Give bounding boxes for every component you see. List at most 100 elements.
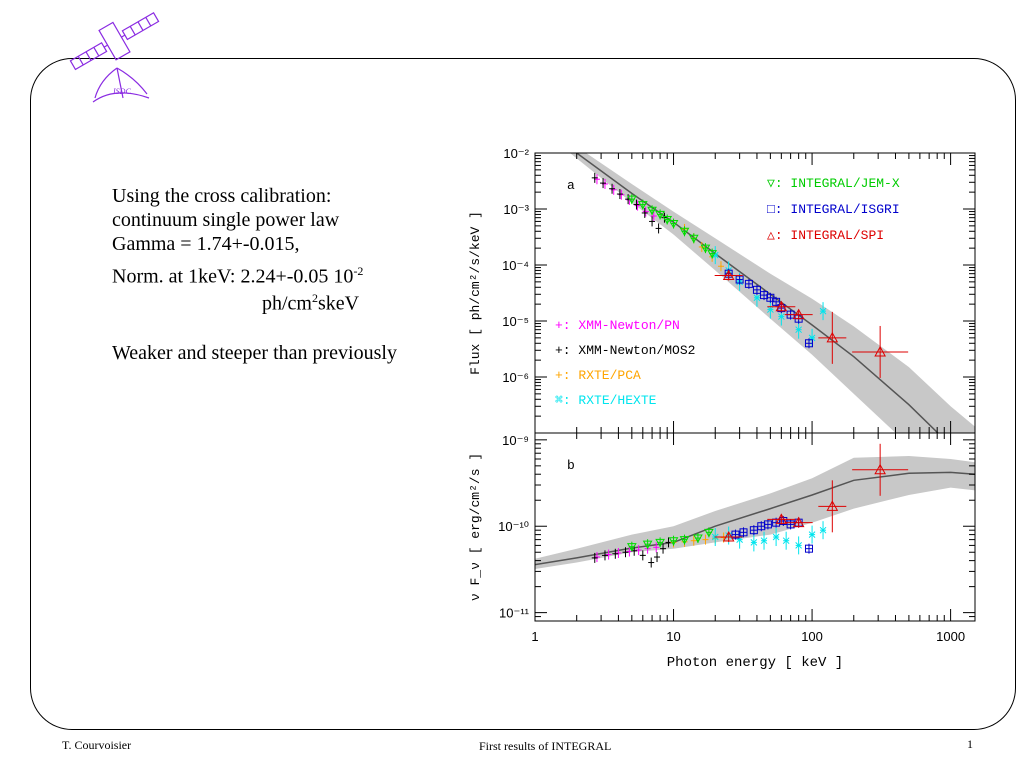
panel-label-a: a: [567, 178, 575, 193]
data-point: [808, 531, 816, 538]
legend-item: △: INTEGRAL/SPI: [767, 228, 884, 243]
data-point: [650, 561, 653, 564]
y-tick-label: 10⁻⁵: [502, 314, 529, 329]
data-point: [642, 540, 653, 550]
data-point: [612, 189, 615, 191]
y-tick-label: 10⁻¹¹: [499, 606, 530, 621]
data-point: [642, 554, 644, 557]
data-point: [874, 345, 886, 357]
data-point: [752, 285, 761, 294]
data-point: [637, 549, 640, 551]
text-line-1: Using the cross calibration:: [112, 185, 332, 207]
data-point: [619, 193, 621, 195]
y-axis-label-b: ν F_ν [ erg/cm²/s ]: [468, 453, 483, 601]
data-point: [693, 534, 703, 544]
data-point: [767, 306, 774, 313]
text-line-6: Weaker and steeper than previously: [112, 342, 397, 364]
data-point: [792, 308, 805, 320]
x-tick-label: 1: [531, 629, 538, 644]
data-point: [604, 554, 606, 557]
data-point: [614, 552, 617, 555]
data-point: [688, 234, 699, 244]
data-point: [804, 339, 813, 348]
plot-area-a: [570, 153, 975, 433]
x-axis-label: Photon energy [ keV ]: [667, 655, 843, 671]
data-point: [656, 556, 658, 558]
data-point: [775, 513, 788, 524]
x-tick-label: 100: [801, 629, 823, 644]
legend-item: ▽: INTEGRAL/JEM-X: [767, 176, 900, 191]
data-point: [772, 297, 781, 306]
data-point: [775, 300, 788, 312]
data-point: [593, 557, 596, 559]
data-point: [635, 203, 638, 206]
data-point: [643, 212, 646, 214]
data-point: [662, 215, 673, 225]
slide-frame: [30, 58, 1016, 730]
data-point: [679, 227, 690, 237]
legend-item: +: XMM-Newton/MOS2: [555, 343, 695, 358]
axes-frame-b: [534, 432, 976, 622]
data-point: [667, 541, 670, 544]
x-tick-label: 1000: [936, 629, 965, 644]
panel-a-flux: 10⁻² 10⁻³ 10⁻⁴ 10⁻⁵ 10⁻⁶ Flux [ ph/cm²/s/keV …: [468, 146, 976, 434]
legend-item: □: INTEGRAL/ISGRI: [767, 202, 900, 217]
data-point: [795, 326, 802, 334]
data-point: [651, 220, 653, 223]
data-point: [611, 187, 613, 190]
y-tick-label: 10⁻⁶: [502, 370, 529, 385]
data-point: [782, 537, 790, 545]
model-line-b: [535, 471, 975, 566]
data-point: [644, 210, 647, 213]
data-point: [731, 530, 740, 539]
data-point: [792, 516, 805, 528]
data-point: [679, 536, 690, 545]
panel-label-b: b: [567, 458, 575, 473]
data-point: [626, 543, 637, 552]
data-point: [655, 538, 665, 548]
legend-item: +: XMM-Newton/PN: [555, 318, 680, 333]
data-point: [626, 195, 637, 205]
legend-item: +: RXTE/PCA: [555, 368, 641, 383]
x-tick-label: 10: [666, 629, 680, 644]
page-number: 1: [967, 737, 973, 751]
data-point: [819, 307, 827, 315]
footer-author: T. Courvoisier: [62, 738, 132, 752]
panel-b-nufnu: 10⁻⁹ 10⁻¹⁰ 10⁻¹¹ ν F_ν [ erg/cm²/s ] b 1 10 100…: [468, 432, 976, 671]
data-point: [772, 533, 780, 541]
unit-exponent: 2: [312, 291, 318, 305]
series-integral-spi-b: [714, 443, 909, 543]
data-point: [624, 551, 627, 554]
data-point: [593, 177, 596, 179]
data-point: [668, 220, 679, 229]
y-tick-label: 10⁻⁹: [502, 433, 529, 448]
data-point: [655, 546, 658, 549]
data-point: [596, 178, 598, 181]
data-point: [655, 210, 665, 220]
isdc-satellite-logo: ISDC: [69, 11, 160, 103]
data-point: [722, 530, 735, 542]
data-point: [874, 463, 886, 475]
data-point: [735, 275, 744, 284]
data-point: [766, 293, 775, 302]
series-integral-jem-x-b: [626, 527, 714, 552]
data-point: [826, 500, 839, 511]
data-point: [826, 331, 839, 343]
data-point: [652, 215, 655, 217]
data-point: [804, 544, 813, 553]
data-point: [760, 537, 768, 545]
y-tick-label: 10⁻³: [503, 202, 529, 217]
data-point: [786, 520, 795, 529]
text-line-2: continuum single power law: [112, 209, 340, 231]
data-point: [627, 198, 629, 200]
data-point: [628, 550, 631, 553]
legend-item: ⌘: RXTE/HEXTE: [555, 393, 657, 408]
data-point: [637, 201, 648, 210]
series-integral-jem-x-a: [626, 194, 718, 259]
y-axis-label-a: Flux [ ph/cm²/s/keV ]: [468, 211, 483, 375]
data-point: [607, 553, 610, 556]
series-integral-spi-a: [714, 269, 909, 378]
data-point: [739, 528, 748, 537]
data-point: [662, 547, 664, 550]
text-line-4: Norm. at 1keV: 2.24+-0.05 10-2: [112, 264, 364, 288]
